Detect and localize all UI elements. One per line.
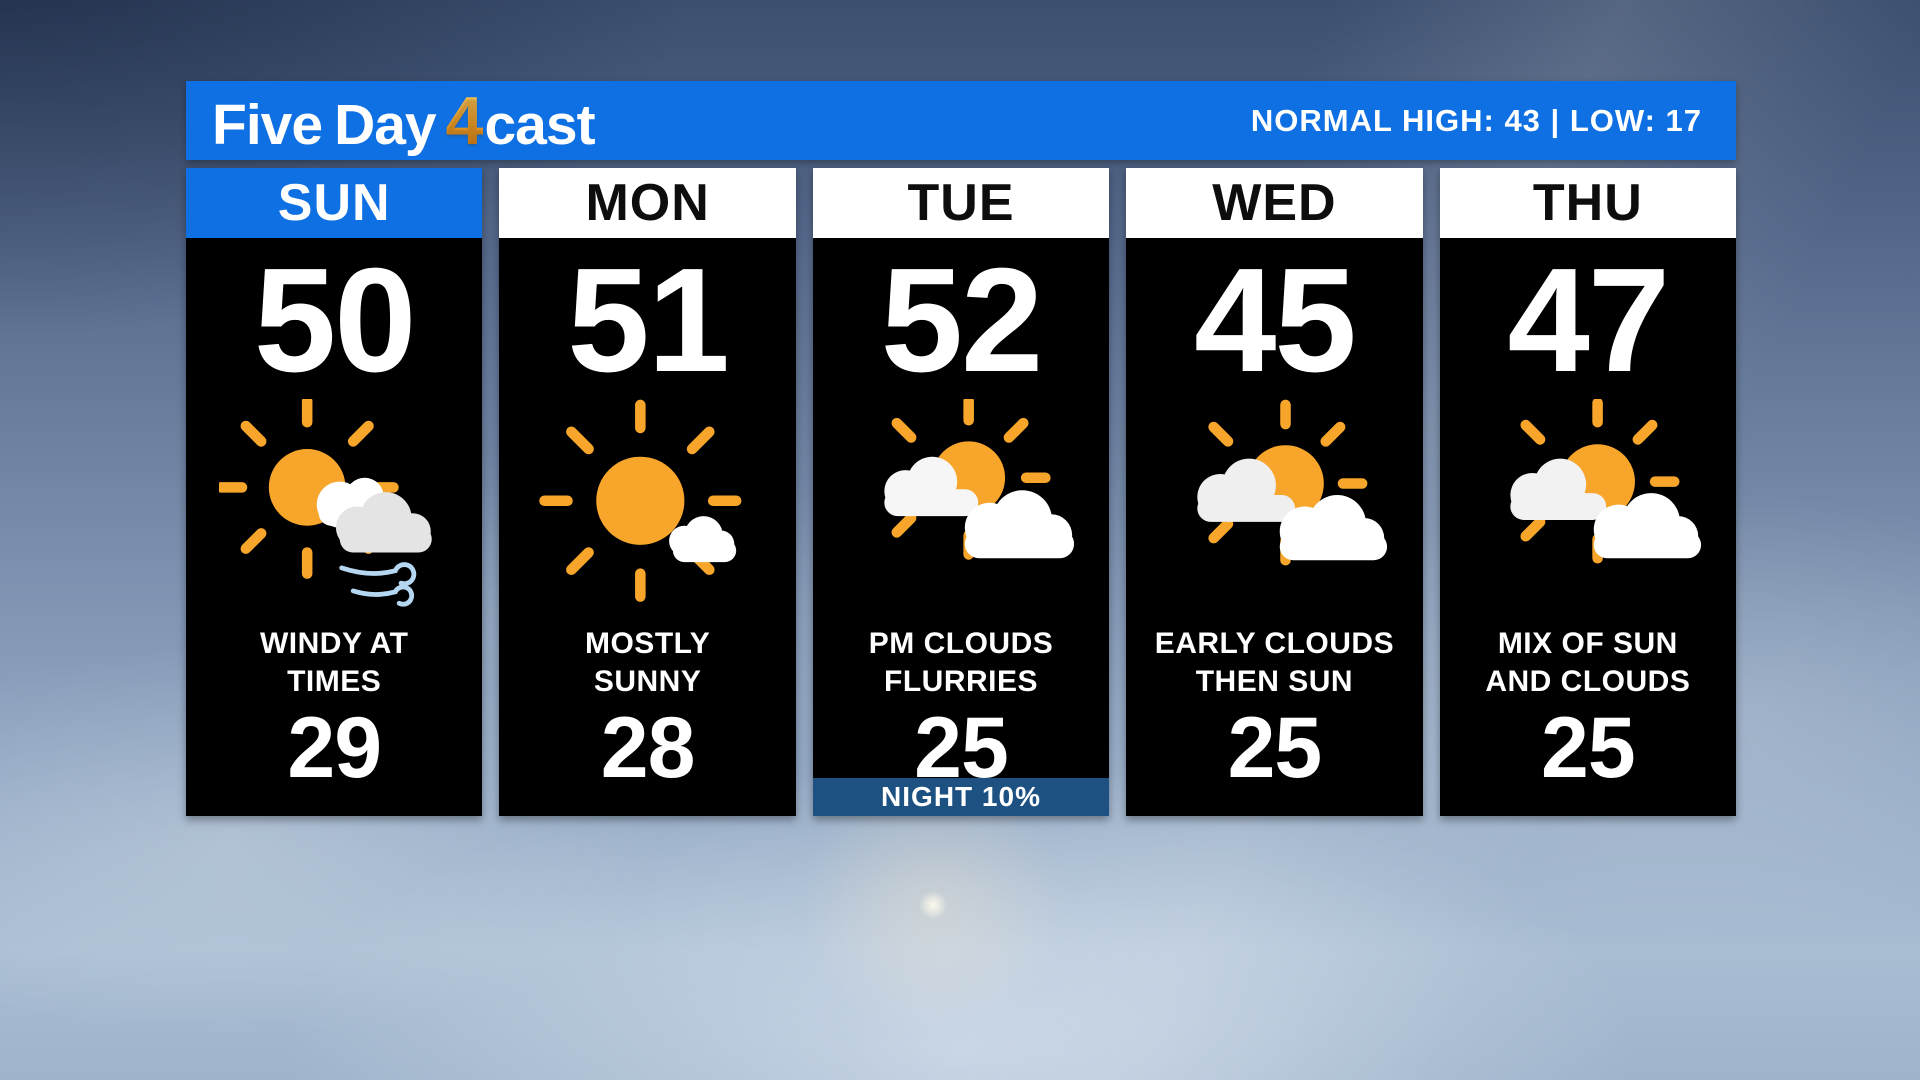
low-temp: 25 bbox=[1540, 699, 1636, 796]
night-banner: NIGHT 10% bbox=[812, 778, 1110, 816]
high-temp: 50 bbox=[253, 238, 417, 403]
day-header: MON bbox=[499, 168, 796, 238]
day-column-sun: SUN 50 bbox=[186, 168, 483, 816]
sun-and-clouds-icon bbox=[1473, 398, 1703, 615]
logo-word-day: Day bbox=[334, 92, 437, 157]
day-columns: SUN 50 bbox=[186, 168, 1737, 816]
day-header: THU bbox=[1439, 168, 1737, 238]
high-temp: 51 bbox=[567, 238, 730, 403]
low-temp: 29 bbox=[287, 699, 382, 796]
high-temp: 52 bbox=[880, 238, 1044, 403]
low-temp: 25 bbox=[914, 699, 1009, 796]
day-header: WED bbox=[1126, 168, 1423, 238]
day-column-mon: MON 51 bbox=[499, 168, 796, 816]
day-column-wed: WED 45 bbox=[1126, 168, 1423, 816]
high-temp: 45 bbox=[1194, 238, 1357, 403]
condition-text: MIX OF SUN AND CLOUDS bbox=[1485, 626, 1691, 699]
condition-text: MOSTLY SUNNY bbox=[584, 626, 711, 699]
day-body: 45 bbox=[1126, 238, 1423, 816]
condition-text: WINDY AT TIMES bbox=[259, 626, 409, 699]
logo-gold-four: 4 bbox=[445, 82, 484, 159]
low-temp: 25 bbox=[1227, 699, 1323, 796]
day-body: 50 bbox=[186, 238, 483, 816]
condition-text: PM CLOUDS FLURRIES bbox=[868, 626, 1054, 699]
sun-behind-clouds-icon bbox=[846, 398, 1076, 615]
logo-word-five: Five bbox=[212, 92, 323, 157]
day-header: SUN bbox=[186, 168, 483, 238]
day-column-thu: THU 47 bbox=[1439, 168, 1737, 816]
logo-word-cast: cast bbox=[484, 92, 595, 157]
day-column-tue: TUE 52 bbox=[812, 168, 1110, 816]
five-day-4cast-logo: Five Day 4 cast bbox=[212, 82, 596, 159]
sun-clouds-wind-icon bbox=[219, 398, 449, 615]
condition-text: EARLY CLOUDS THEN SUN bbox=[1154, 626, 1395, 699]
high-temp: 47 bbox=[1507, 238, 1671, 403]
low-temp: 28 bbox=[600, 699, 696, 796]
logo-bar: Five Day 4 cast NORMAL HIGH: 43 | LOW: 1… bbox=[186, 81, 1736, 160]
normals-text: NORMAL HIGH: 43 | LOW: 17 bbox=[1250, 102, 1702, 138]
forecast-panel: Five Day 4 cast NORMAL HIGH: 43 | LOW: 1… bbox=[186, 81, 1737, 816]
clouds-then-sun-icon bbox=[1159, 399, 1389, 615]
day-body: 51 bbox=[499, 238, 796, 816]
mostly-sunny-icon bbox=[533, 399, 763, 615]
day-body: 47 bbox=[1439, 238, 1737, 816]
day-header: TUE bbox=[812, 168, 1110, 238]
day-body: 52 bbox=[812, 238, 1110, 816]
